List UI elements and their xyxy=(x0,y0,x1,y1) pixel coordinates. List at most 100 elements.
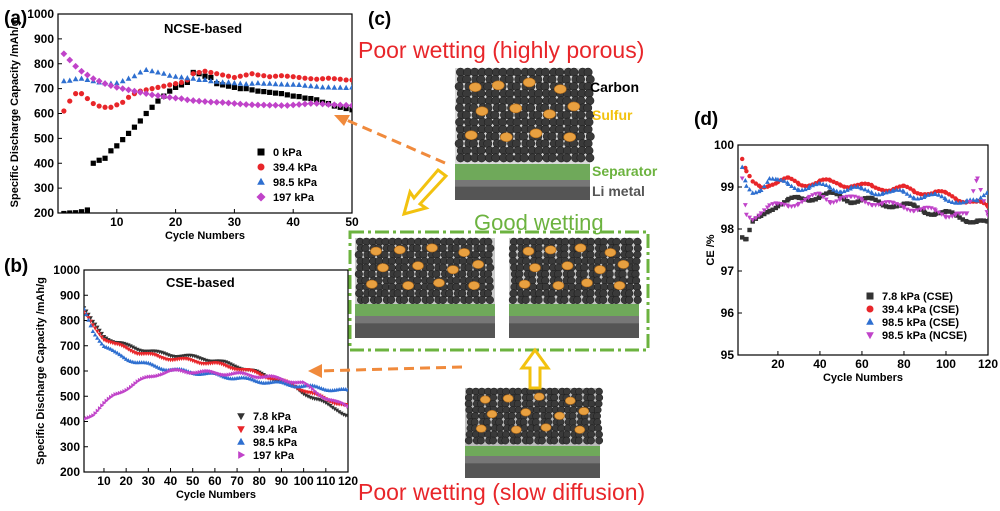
data-point xyxy=(756,188,762,194)
data-point xyxy=(214,71,220,77)
data-point xyxy=(95,329,100,334)
sulfur-particle xyxy=(458,248,471,257)
data-point xyxy=(950,194,955,199)
data-point xyxy=(289,101,297,109)
legend-label: 7.8 kPa xyxy=(253,411,292,423)
data-point xyxy=(981,218,986,223)
data-point xyxy=(981,192,987,198)
data-point xyxy=(128,384,133,390)
data-point xyxy=(278,102,285,109)
data-point xyxy=(237,80,244,86)
data-point xyxy=(319,84,326,90)
data-point xyxy=(259,373,264,378)
li-metal-highlight xyxy=(465,456,600,464)
data-point xyxy=(108,104,114,110)
data-point xyxy=(290,380,295,385)
sulfur-particle xyxy=(468,281,480,290)
data-point xyxy=(302,380,307,385)
yellow-arrow-down xyxy=(401,167,449,217)
data-point xyxy=(897,187,903,192)
data-point xyxy=(61,78,67,84)
title-poor-wetting-porous: Poor wetting (highly porous) xyxy=(358,37,644,63)
data-point xyxy=(167,88,173,94)
data-point xyxy=(236,100,244,108)
data-point xyxy=(296,387,302,392)
series-3 xyxy=(60,50,352,109)
cell-middle-left-schematic xyxy=(354,237,495,338)
legend: 0 kPa 39.4 kPa 98.5 kPa 197 kPa xyxy=(256,147,318,204)
data-point xyxy=(128,348,133,353)
data-point xyxy=(78,91,85,97)
sulfur-particle xyxy=(604,248,617,257)
data-point xyxy=(90,323,96,328)
data-point xyxy=(249,80,255,86)
sulfur-particle xyxy=(365,279,378,289)
carbon-particle xyxy=(438,295,447,304)
carbon-particle xyxy=(534,295,543,304)
data-point xyxy=(859,185,865,191)
data-point xyxy=(162,371,167,376)
data-point xyxy=(278,91,285,97)
data-point xyxy=(333,398,338,403)
data-point xyxy=(173,81,179,87)
data-point xyxy=(907,193,913,198)
carbon-particle xyxy=(412,295,422,304)
carbon-particle xyxy=(485,295,494,304)
data-point xyxy=(108,148,114,154)
data-point xyxy=(78,209,85,213)
data-point xyxy=(828,201,833,206)
data-point xyxy=(114,102,120,108)
data-point xyxy=(284,81,291,87)
data-point xyxy=(978,187,984,193)
x-tick-label: 120 xyxy=(338,474,358,488)
data-point xyxy=(841,195,847,200)
data-point xyxy=(197,369,202,375)
data-point xyxy=(97,332,102,337)
y-tick-label: 700 xyxy=(60,339,80,353)
data-point xyxy=(852,184,858,189)
data-point xyxy=(326,397,331,402)
data-point xyxy=(743,183,749,188)
y-tick-label: 100 xyxy=(714,138,734,152)
data-point xyxy=(143,110,149,117)
data-point xyxy=(342,101,350,109)
data-point xyxy=(97,406,102,411)
data-point xyxy=(90,160,96,166)
data-point xyxy=(244,371,249,376)
data-point xyxy=(855,184,861,189)
data-point xyxy=(260,101,268,109)
data-point xyxy=(946,192,952,197)
data-point xyxy=(255,72,261,78)
data-point xyxy=(330,405,335,410)
data-point xyxy=(133,381,138,386)
data-point xyxy=(967,200,973,205)
data-point xyxy=(90,329,96,334)
data-point xyxy=(925,211,931,217)
data-point xyxy=(901,189,907,194)
data-point xyxy=(167,82,173,88)
y-tick-label: 300 xyxy=(34,181,54,195)
carbon-particle xyxy=(625,295,634,304)
data-point xyxy=(189,97,197,104)
data-point xyxy=(786,196,791,202)
legend-marker xyxy=(257,148,265,156)
carbon-particle xyxy=(477,436,485,445)
sulfur-particle xyxy=(594,265,606,275)
data-point xyxy=(117,390,122,396)
x-tick-label: 80 xyxy=(897,357,911,371)
data-point xyxy=(949,199,955,205)
data-point xyxy=(140,376,145,382)
data-point xyxy=(314,76,320,82)
data-point xyxy=(237,86,243,92)
data-point xyxy=(306,382,311,388)
data-point xyxy=(88,323,93,328)
orange-arrow-to-a xyxy=(341,116,446,165)
data-point xyxy=(237,370,242,375)
data-point xyxy=(231,100,238,107)
data-point xyxy=(325,84,332,90)
data-point xyxy=(66,56,74,64)
sulfur-particle xyxy=(574,243,587,253)
data-point xyxy=(334,408,340,413)
data-point xyxy=(325,101,332,108)
panel-label: (b) xyxy=(4,256,28,277)
